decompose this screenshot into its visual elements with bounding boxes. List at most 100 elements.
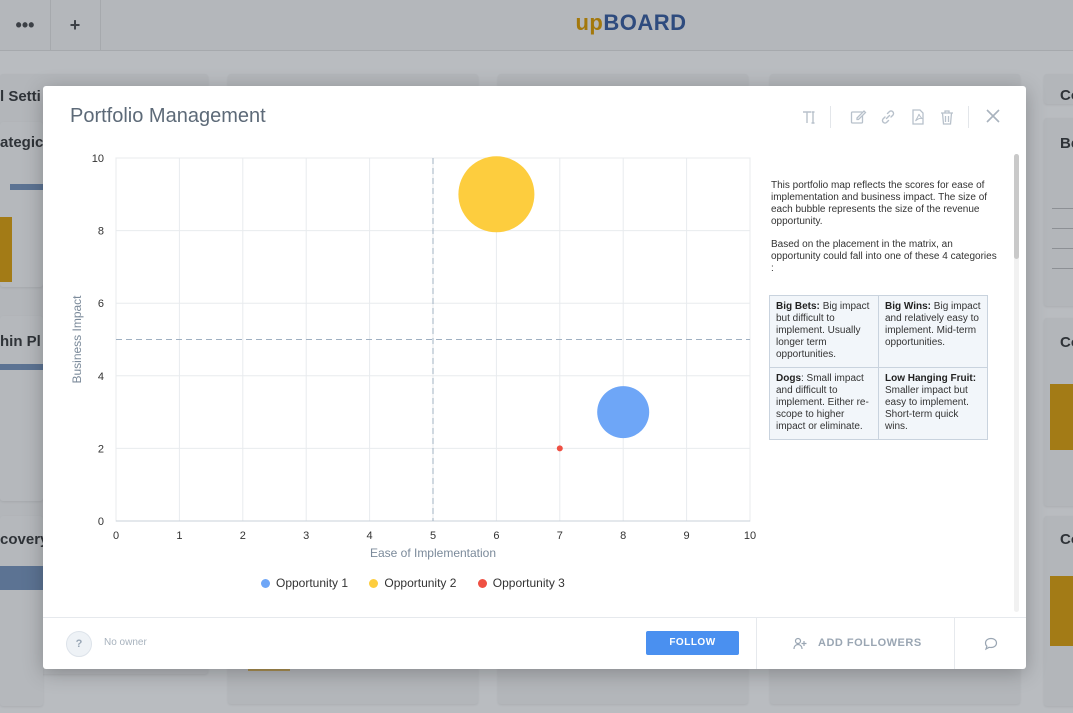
card-title: Be bbox=[1060, 135, 1073, 152]
category-name: Big Bets: bbox=[776, 301, 820, 312]
card-graphic bbox=[0, 217, 12, 282]
ellipsis-icon[interactable]: ••• bbox=[0, 0, 51, 50]
link-icon[interactable] bbox=[879, 108, 897, 126]
chart-legend: Opportunity 1 Opportunity 2 Opportunity … bbox=[261, 576, 583, 590]
comment-icon[interactable] bbox=[983, 636, 999, 657]
description-text: This portfolio map reflects the scores f… bbox=[771, 180, 988, 227]
modal-footer: ? No owner FOLLOW ADD FOLLOWERS bbox=[43, 617, 1026, 669]
y-tick-label: 8 bbox=[98, 226, 104, 238]
category-text: Big impact and relatively easy to implem… bbox=[885, 301, 981, 348]
card-graphic bbox=[1050, 384, 1073, 450]
legend-label: Opportunity 1 bbox=[276, 576, 349, 590]
legend-item[interactable]: Opportunity 3 bbox=[477, 576, 565, 590]
owner-label[interactable]: No owner bbox=[104, 637, 147, 648]
description-panel: This portfolio map reflects the scores f… bbox=[771, 180, 997, 286]
card-title: hin Pl bbox=[0, 333, 41, 350]
x-tick-label: 5 bbox=[430, 530, 436, 542]
legend-dot bbox=[261, 579, 270, 588]
footer-divider bbox=[954, 618, 955, 669]
background-card: hin Pl bbox=[0, 316, 43, 501]
category-cell: Dogs: Small impact and difficult to impl… bbox=[769, 367, 879, 440]
background-card: Co bbox=[1044, 516, 1073, 706]
card-graphic bbox=[0, 566, 43, 590]
x-axis-label: Ease of Implementation bbox=[370, 546, 496, 560]
bubble-point[interactable] bbox=[597, 386, 650, 439]
category-cell: Big Bets: Big impact but difficult to im… bbox=[769, 295, 879, 368]
toolbar-divider bbox=[830, 106, 831, 128]
x-tick-label: 3 bbox=[303, 530, 309, 542]
y-tick-label: 10 bbox=[92, 153, 104, 165]
trash-icon[interactable] bbox=[938, 108, 956, 126]
category-text: : Small impact and difficult to implemen… bbox=[776, 373, 869, 432]
category-cell: Low Hanging Fruit: Smaller impact but ea… bbox=[878, 367, 988, 440]
logo-board: BOARD bbox=[603, 10, 687, 35]
close-icon[interactable] bbox=[984, 107, 1002, 125]
bubble-point[interactable] bbox=[556, 445, 563, 452]
follow-button[interactable]: FOLLOW bbox=[646, 631, 739, 655]
bubble-point[interactable] bbox=[458, 156, 535, 233]
edit-icon[interactable] bbox=[849, 108, 867, 126]
card-graphic bbox=[0, 364, 43, 370]
card-graphic bbox=[1052, 208, 1073, 209]
y-tick-label: 2 bbox=[98, 443, 104, 455]
modal-title: Portfolio Management bbox=[70, 105, 266, 127]
plus-icon[interactable]: + bbox=[50, 0, 101, 50]
x-tick-label: 1 bbox=[176, 530, 182, 542]
add-follower-icon[interactable] bbox=[793, 637, 808, 655]
legend-dot bbox=[477, 579, 487, 588]
y-axis-label: Business Impact bbox=[70, 295, 84, 384]
legend-label: Opportunity 2 bbox=[384, 576, 457, 590]
x-tick-label: 4 bbox=[367, 530, 373, 542]
text-size-icon[interactable] bbox=[801, 108, 819, 126]
x-tick-label: 10 bbox=[744, 530, 756, 542]
category-name: Big Wins: bbox=[885, 301, 932, 312]
category-name: Low Hanging Fruit: bbox=[885, 373, 977, 384]
y-tick-label: 4 bbox=[98, 371, 104, 383]
scrollbar-thumb[interactable] bbox=[1014, 154, 1019, 259]
portfolio-chart: 0 1 2 3 4 5 6 7 8 9 10 0 2 4 6 8 10 Ease of Implementatio… bbox=[70, 153, 756, 560]
background-card: Be bbox=[1044, 118, 1073, 306]
app-logo: upBOARD bbox=[0, 10, 1073, 36]
card-graphic bbox=[1052, 268, 1073, 269]
background-card: covery bbox=[0, 516, 48, 706]
add-followers-button[interactable]: ADD FOLLOWERS bbox=[818, 637, 922, 649]
background-card: Co bbox=[1044, 318, 1073, 506]
pdf-icon[interactable] bbox=[909, 108, 927, 126]
x-tick-label: 6 bbox=[493, 530, 499, 542]
portfolio-modal: Portfolio Management 0 1 2 3 4 5 6 7 8 9 10 0 2 4 6 8 10… bbox=[43, 86, 1026, 669]
card-title: Co bbox=[1060, 531, 1073, 548]
scrollbar-track[interactable] bbox=[1014, 154, 1019, 612]
legend-label: Opportunity 3 bbox=[492, 576, 565, 590]
card-title: covery bbox=[0, 531, 49, 548]
category-cell: Big Wins: Big impact and relatively easy… bbox=[878, 295, 988, 368]
card-graphic bbox=[10, 184, 43, 190]
x-tick-label: 2 bbox=[240, 530, 246, 542]
category-text: Smaller impact but easy to implement. Sh… bbox=[885, 385, 969, 432]
legend-item[interactable]: Opportunity 1 bbox=[261, 576, 348, 590]
background-card: Co bbox=[1044, 74, 1073, 104]
top-bar: ••• + upBOARD bbox=[0, 0, 1073, 51]
y-tick-label: 0 bbox=[98, 516, 104, 528]
description-text: Based on the placement in the matrix, an… bbox=[771, 239, 997, 274]
legend-item[interactable]: Opportunity 2 bbox=[369, 576, 456, 590]
category-text: Big impact but difficult to implement. U… bbox=[776, 301, 870, 360]
card-graphic bbox=[1052, 248, 1073, 249]
card-graphic bbox=[1050, 576, 1073, 646]
category-table: Big Bets: Big impact but difficult to im… bbox=[769, 295, 988, 440]
x-tick-label: 9 bbox=[684, 530, 690, 542]
card-title: l Setti bbox=[0, 88, 41, 105]
owner-avatar[interactable]: ? bbox=[66, 631, 92, 657]
toolbar-divider bbox=[968, 106, 969, 128]
x-tick-label: 8 bbox=[620, 530, 626, 542]
card-graphic bbox=[1052, 228, 1073, 229]
card-title: Co bbox=[1060, 87, 1073, 104]
card-title: Co bbox=[1060, 334, 1073, 351]
background-card: ategic O bbox=[0, 122, 59, 287]
y-tick-label: 6 bbox=[98, 298, 104, 310]
category-name: Dogs bbox=[776, 373, 801, 384]
footer-divider bbox=[756, 618, 757, 669]
x-tick-label: 0 bbox=[113, 530, 119, 542]
legend-dot bbox=[369, 579, 379, 588]
logo-up: up bbox=[575, 10, 604, 35]
x-tick-label: 7 bbox=[557, 530, 563, 542]
